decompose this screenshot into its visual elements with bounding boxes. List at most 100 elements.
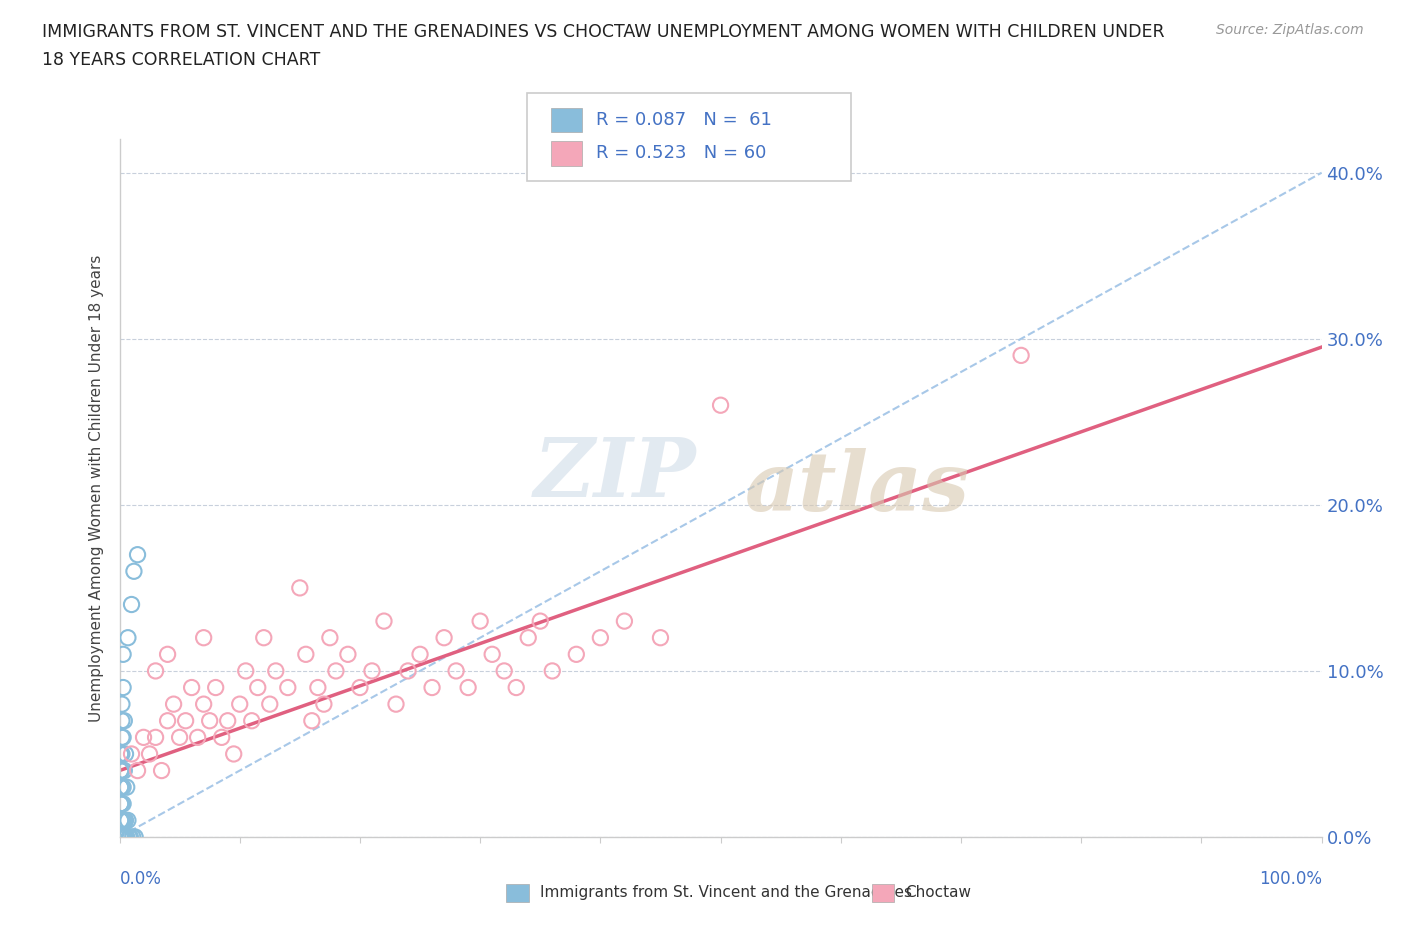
Point <box>114 747 136 762</box>
Point <box>112 647 135 662</box>
Point <box>468 614 492 629</box>
Point <box>111 796 134 811</box>
Point <box>111 796 134 811</box>
Point <box>114 813 136 828</box>
Point <box>235 663 257 678</box>
Point <box>110 830 132 844</box>
Point <box>111 830 134 844</box>
Point <box>111 830 134 844</box>
Point <box>111 764 134 778</box>
Point <box>373 614 395 629</box>
Point <box>110 830 132 844</box>
Y-axis label: Unemployment Among Women with Children Under 18 years: Unemployment Among Women with Children U… <box>89 255 104 722</box>
Point <box>112 713 135 728</box>
Point <box>115 779 138 794</box>
Point <box>409 647 432 662</box>
Point <box>457 680 479 695</box>
Point <box>111 713 134 728</box>
Point <box>110 779 132 794</box>
Point <box>110 813 132 828</box>
Point <box>112 764 135 778</box>
Point <box>110 830 132 844</box>
Point <box>312 697 335 711</box>
Text: Source: ZipAtlas.com: Source: ZipAtlas.com <box>1216 23 1364 37</box>
Point <box>295 647 318 662</box>
Point <box>420 680 443 695</box>
Point <box>162 697 184 711</box>
Point <box>174 713 197 728</box>
Point <box>120 830 142 844</box>
Point <box>111 813 134 828</box>
Point <box>121 597 143 612</box>
Point <box>156 713 179 728</box>
Point <box>110 830 132 844</box>
Point <box>145 663 167 678</box>
Point <box>565 647 588 662</box>
Point <box>277 680 299 695</box>
Point <box>193 631 215 645</box>
Point <box>111 813 134 828</box>
Point <box>336 647 359 662</box>
Point <box>613 614 636 629</box>
Point <box>111 830 134 844</box>
Point <box>122 564 145 578</box>
Text: Choctaw: Choctaw <box>905 885 972 900</box>
Point <box>111 830 134 844</box>
Point <box>110 830 132 844</box>
Point <box>288 580 311 595</box>
Point <box>259 697 281 711</box>
Point <box>444 663 467 678</box>
Point <box>1010 348 1032 363</box>
Point <box>112 779 135 794</box>
Point <box>110 830 132 844</box>
Point <box>505 680 527 695</box>
Point <box>111 697 134 711</box>
Point <box>187 730 209 745</box>
Point <box>117 631 139 645</box>
Point <box>112 830 135 844</box>
Text: 0.0%: 0.0% <box>120 870 162 888</box>
Point <box>110 764 132 778</box>
Text: R = 0.087   N =  61: R = 0.087 N = 61 <box>596 111 772 129</box>
Point <box>138 747 160 762</box>
Point <box>204 680 226 695</box>
Point <box>433 631 456 645</box>
Point <box>541 663 564 678</box>
Point <box>112 813 135 828</box>
Point <box>110 796 132 811</box>
Point <box>112 830 135 844</box>
Point <box>112 813 135 828</box>
Point <box>114 830 136 844</box>
Point <box>198 713 221 728</box>
Point <box>361 663 384 678</box>
Point <box>110 796 132 811</box>
Point <box>110 764 132 778</box>
Point <box>110 813 132 828</box>
Point <box>110 747 132 762</box>
Point <box>115 830 138 844</box>
Point <box>127 764 149 778</box>
Point <box>222 747 245 762</box>
Point <box>110 747 132 762</box>
Point <box>494 663 516 678</box>
Point <box>111 830 134 844</box>
Point <box>325 663 347 678</box>
Text: R = 0.523   N = 60: R = 0.523 N = 60 <box>596 144 766 163</box>
Point <box>301 713 323 728</box>
Point <box>228 697 252 711</box>
Point <box>156 647 179 662</box>
Point <box>180 680 202 695</box>
Point <box>111 747 134 762</box>
Point <box>110 779 132 794</box>
Point <box>127 547 149 562</box>
Text: 100.0%: 100.0% <box>1258 870 1322 888</box>
Point <box>110 830 132 844</box>
Point <box>529 614 551 629</box>
Point <box>145 730 167 745</box>
Point <box>211 730 233 745</box>
Point <box>132 730 155 745</box>
Point <box>264 663 287 678</box>
Point <box>121 747 143 762</box>
Point <box>517 631 540 645</box>
Point <box>709 398 731 413</box>
